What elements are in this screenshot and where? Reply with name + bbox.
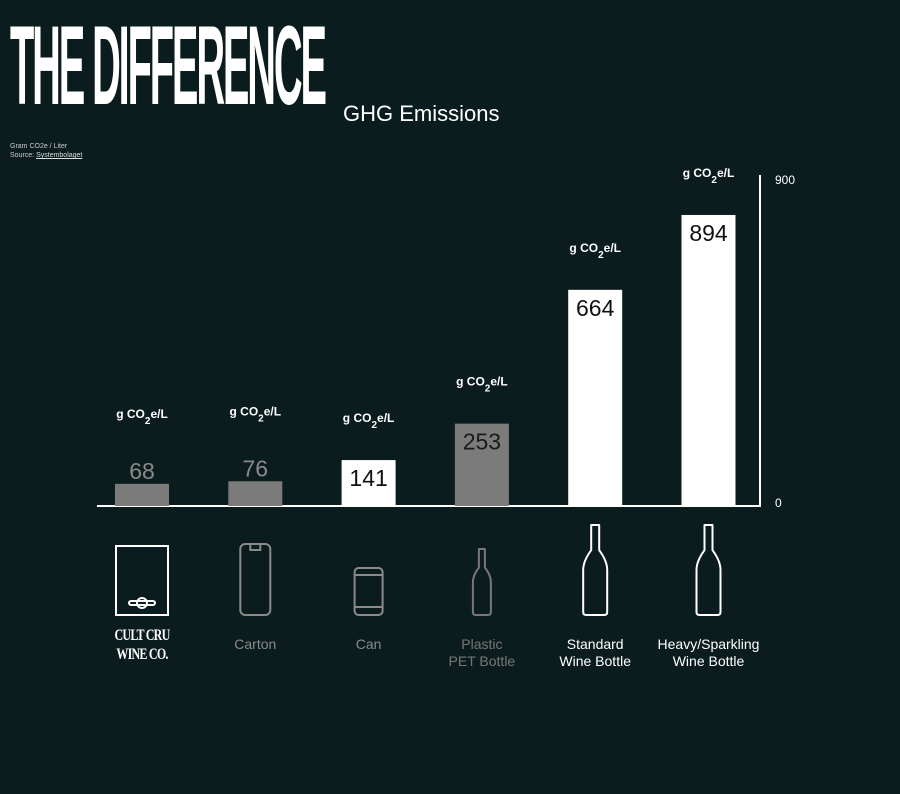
bar	[228, 481, 283, 506]
unit-note: Gram CO2e / Liter Source: Systembolaget	[10, 142, 82, 160]
bag-in-box-icon	[115, 545, 169, 616]
category-label-line: Carton	[234, 636, 277, 652]
unit-text: e/L	[264, 404, 281, 418]
category-label: Plastic PET Bottle	[412, 636, 552, 670]
category-label: Standard Wine Bottle	[525, 636, 665, 670]
page-title: THE DIFFERENCE	[10, 3, 327, 128]
unit-text: g CO	[683, 166, 712, 180]
sparkling-bottle-icon	[695, 524, 722, 616]
source-link[interactable]: Systembolaget	[36, 152, 83, 159]
bar	[681, 214, 736, 506]
bar-value-label: 894	[689, 220, 728, 246]
category-label-line: Standard	[566, 636, 624, 652]
category-label-line: Wine Bottle	[559, 653, 631, 669]
page-title-wrap: THE DIFFERENCE	[10, 3, 327, 128]
y-tick-label-max: 900	[775, 173, 795, 187]
bar	[341, 460, 396, 506]
unit-text: e/L	[377, 411, 394, 425]
bar	[454, 423, 509, 506]
unit-subscript: 2	[145, 416, 151, 427]
bar-value-label: 68	[129, 458, 155, 484]
unit-text: e/L	[604, 241, 621, 255]
unit-text: g CO	[569, 241, 598, 255]
bar-value-label: 664	[576, 295, 615, 321]
bar-unit-label: g CO2e/L	[116, 407, 168, 427]
unit-text: g CO	[343, 411, 372, 425]
category-label: Can	[299, 636, 439, 653]
carton-body	[239, 543, 272, 616]
unit-text: e/L	[490, 375, 507, 389]
can-body	[353, 567, 384, 616]
bar	[568, 289, 623, 506]
bar-unit-label: g CO2e/L	[230, 404, 282, 424]
unit-subscript: 2	[598, 250, 604, 261]
bar-unit-label: g CO2e/L	[683, 166, 735, 186]
bar-value-label: 76	[243, 455, 269, 481]
can-icon	[353, 567, 384, 616]
tap-bar	[128, 600, 156, 606]
category-label: Heavy/Sparkling Wine Bottle	[639, 636, 779, 670]
y-tick-label-min: 0	[775, 496, 782, 510]
plastic-bottle-icon	[471, 548, 492, 616]
unit-note-text: Gram CO2e / Liter	[10, 143, 68, 150]
unit-subscript: 2	[258, 413, 264, 424]
bar	[115, 483, 169, 506]
category-label-line: WINE CO.	[116, 646, 168, 663]
wine-bottle-icon	[582, 524, 609, 616]
category-label-line: Plastic	[461, 636, 503, 652]
category-label-line: Can	[355, 636, 382, 652]
unit-subscript: 2	[711, 175, 717, 186]
category-label: Carton	[185, 636, 325, 653]
unit-text: e/L	[150, 407, 167, 421]
category-label-line: Wine Bottle	[672, 653, 745, 669]
source-line: Source: Systembolaget	[10, 151, 82, 160]
unit-text: g CO	[230, 404, 259, 418]
category-label-line: PET Bottle	[448, 653, 516, 669]
category-label-line: Heavy/Sparkling	[657, 636, 760, 652]
bar-unit-label: g CO2e/L	[343, 411, 395, 431]
unit-subscript: 2	[485, 384, 491, 395]
bottle-outline	[695, 524, 722, 616]
unit-text: e/L	[717, 166, 734, 180]
carton-icon	[239, 543, 272, 616]
chart-subtitle: GHG Emissions	[343, 101, 500, 126]
bar-unit-label: g CO2e/L	[569, 241, 621, 261]
box-outline	[115, 545, 169, 616]
unit-text: g CO	[116, 407, 145, 421]
category-label-line: CULT CRU	[114, 627, 170, 644]
cult-cru-logo: CULT CRU WINE CO.	[90, 626, 195, 664]
source-prefix: Source:	[10, 152, 37, 159]
unit-text: g CO	[456, 375, 485, 389]
bar-value-label: 253	[463, 429, 501, 455]
bar-value-label: 141	[349, 465, 387, 491]
carton-cap	[249, 543, 262, 551]
bottle-outline	[582, 524, 609, 616]
bottle-outline	[471, 548, 492, 616]
tap	[136, 597, 148, 609]
unit-subscript: 2	[371, 420, 377, 431]
bar-unit-label: g CO2e/L	[456, 375, 508, 395]
